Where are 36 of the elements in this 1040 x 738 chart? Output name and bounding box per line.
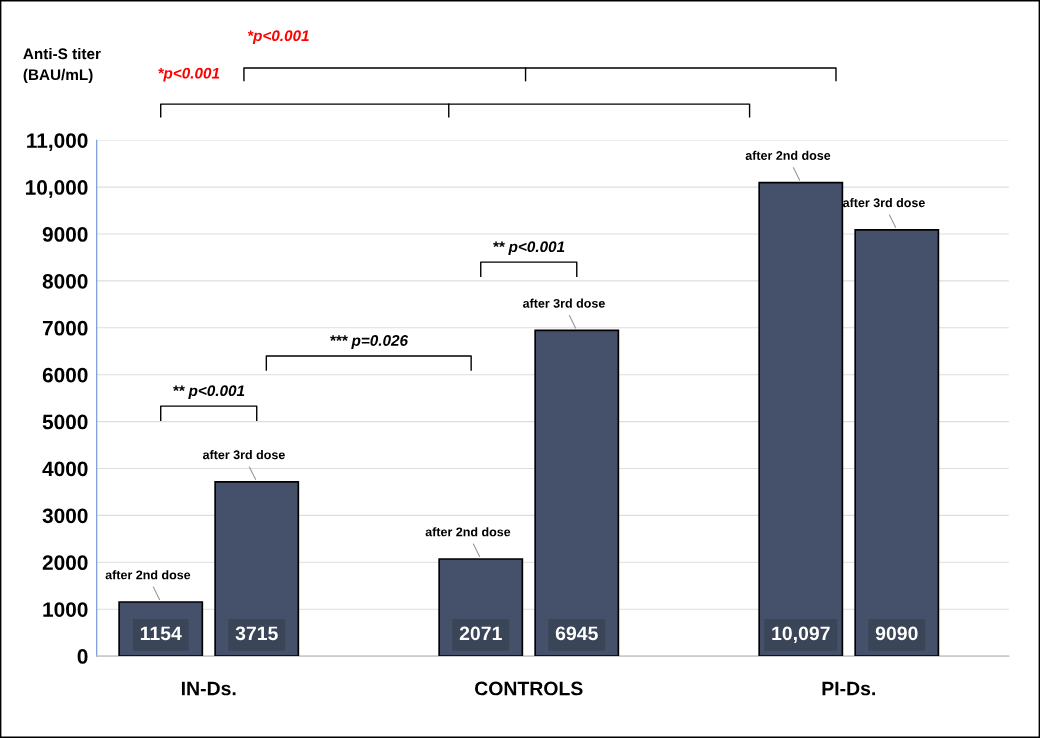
data-label: 3715 [235, 626, 278, 641]
y-tick-label: 11,000 [27, 133, 88, 151]
bar [758, 181, 844, 657]
y-tick-label: 5000 [42, 414, 88, 430]
text: after 3rd dose [843, 197, 925, 208]
x-tick-label: CONTROLS [475, 681, 583, 696]
data-label: 6945 [555, 626, 598, 641]
data-label: 10,097 [772, 626, 830, 644]
y-tick-label: 2000 [42, 555, 88, 571]
y-tick-label: 9000 [42, 227, 88, 242]
y-tick-label: 10,000 [25, 180, 88, 198]
bar [534, 329, 620, 657]
y-tick-label: 3000 [42, 508, 88, 524]
annotation: ** p<0.001 [173, 385, 245, 400]
y-tick-label: 7000 [42, 320, 88, 336]
annotation: *** p=0.026 [330, 335, 409, 349]
y-tick-label: 4000 [42, 461, 88, 477]
annotation: ** p<0.001 [493, 241, 565, 256]
y-tick-label: 8000 [42, 273, 88, 289]
bar [854, 228, 940, 657]
x-tick-label: IN-Ds. [181, 681, 236, 696]
text: after 2nd dose [745, 150, 831, 160]
text: *p<0.001 [247, 30, 309, 45]
y-axis-title: Anti-S titer (BAU/mL) [23, 47, 101, 84]
x-tick-label: PI-Ds. [822, 681, 875, 696]
y-tick-label: 6000 [42, 367, 88, 383]
y-tick-label: 1000 [43, 602, 88, 617]
text: *p<0.001 [158, 67, 220, 82]
series-label: after 2nd dose [105, 570, 191, 580]
y-tick-label: 0 [77, 649, 88, 664]
data-label: 1154 [140, 626, 182, 641]
data-label: 2071 [459, 626, 502, 641]
data-label: 9090 [875, 626, 918, 641]
text: after 2nd dose [425, 527, 511, 537]
series-label: after 3rd dose [202, 450, 285, 460]
text: after 3rd dose [523, 298, 605, 308]
